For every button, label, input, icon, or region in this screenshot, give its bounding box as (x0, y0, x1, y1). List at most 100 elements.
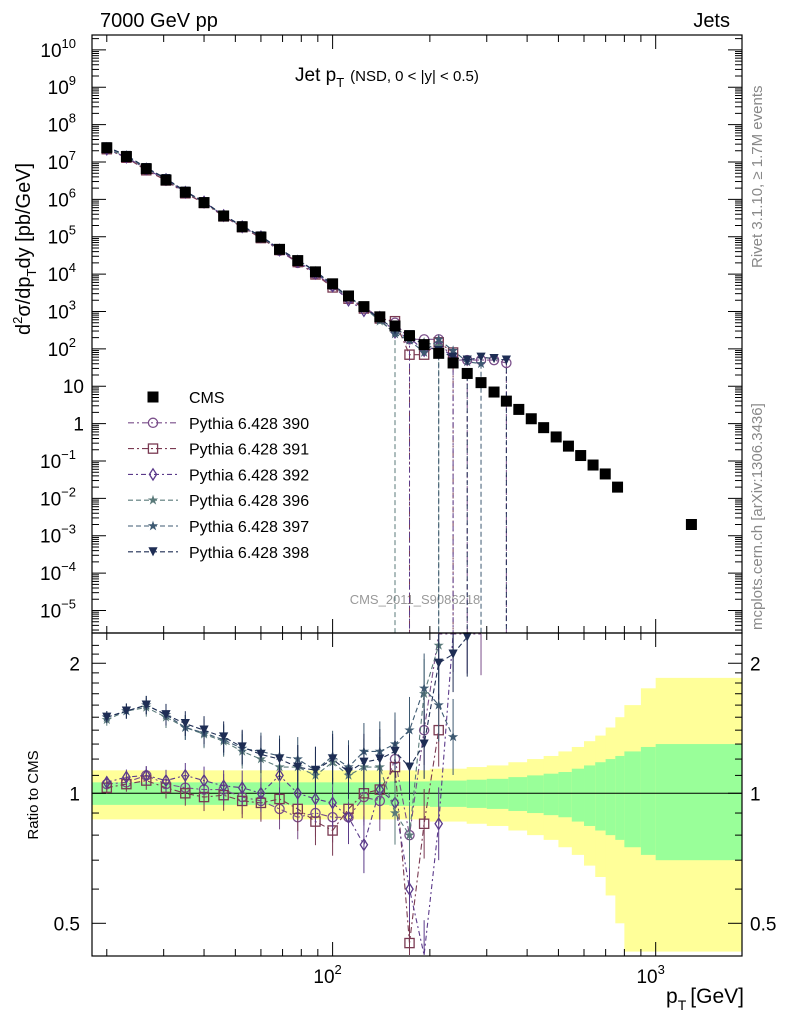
y-tick-label: 10−5 (40, 596, 76, 622)
ratio-point (328, 754, 338, 764)
data-point (475, 377, 487, 389)
legend-item: Pythia 6.428 397 (128, 519, 309, 536)
ratio-point (219, 779, 229, 793)
legend-label: Pythia 6.428 396 (189, 493, 309, 510)
plot-title-main: Jet p (295, 65, 336, 86)
data-point (179, 186, 191, 198)
data-point (292, 255, 304, 267)
rivet-label: Rivet 3.1.10, ≥ 1.7M events (749, 86, 766, 269)
legend-marker (147, 443, 159, 454)
ratio-line (106, 645, 440, 837)
series-point (489, 353, 499, 364)
data-point (327, 278, 339, 290)
legend-item: Pythia 6.428 396 (128, 493, 309, 510)
series-layer (101, 141, 697, 956)
plot-title: Jet pT (NSD, 0 < |y| < 0.5) (295, 65, 479, 90)
ratio-point (256, 786, 266, 801)
data-point (120, 151, 132, 163)
ratio-point (293, 762, 303, 772)
y-tick-label: 1010 (40, 36, 76, 62)
data-point (513, 403, 525, 415)
ratio-point (237, 780, 247, 795)
ratio-point (344, 810, 353, 825)
ratio-point (375, 754, 385, 764)
series-point (433, 333, 444, 344)
data-point (587, 459, 599, 471)
ratio-point (121, 706, 131, 716)
legend-item: CMS (147, 390, 225, 407)
inner-band-segment (655, 744, 743, 861)
series-point (433, 340, 444, 351)
ratio-point (404, 937, 415, 949)
legend-marker (147, 417, 159, 429)
ratio-frame (91, 632, 743, 957)
data-point (685, 518, 697, 530)
data-point (538, 422, 550, 434)
ratio-point (122, 770, 131, 784)
axes-frames: 102 103101010910810710610510410310210110−… (40, 34, 776, 988)
series-point (448, 352, 458, 362)
ratio-point (199, 773, 209, 788)
y-tick-label: 107 (48, 148, 76, 174)
y-tick-label: 10−2 (40, 484, 76, 510)
header-left: 7000 GeV pp (100, 10, 218, 32)
ratio-point (219, 732, 229, 742)
x-tick-label: 103 (636, 962, 664, 988)
inner-band-segment (615, 755, 625, 840)
data-point (599, 468, 611, 480)
legend-item: Pythia 6.428 391 (128, 442, 309, 459)
data-point (488, 386, 500, 398)
y-tick-label: 103 (48, 297, 76, 323)
legend-item: Pythia 6.428 398 (128, 545, 309, 562)
ratio-point (447, 731, 459, 742)
data-point (575, 450, 587, 462)
series-point (462, 355, 472, 365)
data-point (562, 440, 574, 452)
legend-label: Pythia 6.428 397 (189, 519, 309, 536)
series-line (106, 148, 454, 356)
data-point (550, 431, 562, 443)
y-tick-label: 102 (48, 335, 76, 361)
y-tick-label: 10−3 (40, 522, 76, 548)
ratio-point (404, 724, 415, 735)
ratio-tick-label-right: 1 (750, 784, 761, 805)
legend-label: Pythia 6.428 398 (189, 545, 309, 562)
ratio-point (328, 796, 337, 810)
legend-marker (147, 391, 159, 403)
ratio-point (311, 792, 320, 806)
data-point (255, 231, 267, 243)
ratio-point (274, 754, 285, 764)
data-point (343, 290, 355, 302)
legend-marker (147, 494, 159, 505)
ratio-point (434, 816, 444, 831)
series-point (501, 355, 511, 365)
data-point (389, 320, 401, 332)
y-tick-label: 108 (48, 111, 76, 137)
y-tick-label: 105 (48, 223, 76, 249)
inner-band-segment (508, 777, 528, 811)
ratio-point (359, 757, 369, 767)
ratio-point (405, 882, 414, 896)
data-point (198, 197, 210, 209)
ratio-line (106, 633, 481, 836)
series-point (475, 358, 487, 369)
ratio-point (199, 725, 209, 735)
legend-label: Pythia 6.428 391 (189, 442, 309, 459)
legend: CMS Pythia 6.428 390 Pythia 6.428 391 Pythi… (128, 390, 309, 562)
ratio-point (180, 718, 190, 729)
legend-label: Pythia 6.428 392 (189, 467, 309, 484)
series-cms (101, 142, 697, 530)
data-point (140, 163, 152, 175)
data-point (433, 347, 445, 359)
ratio-point (141, 768, 151, 783)
ratio-point (102, 775, 112, 790)
x-tick-label: 102 (313, 962, 341, 988)
series-point (419, 347, 430, 357)
legend-marker (148, 547, 158, 557)
inner-band-segment (558, 772, 573, 818)
header-right: Jets (693, 10, 730, 32)
legend-item: Pythia 6.428 392 (128, 467, 309, 484)
legend-label: Pythia 6.428 390 (189, 416, 309, 433)
y-tick-label: 10−1 (40, 447, 76, 473)
data-point (612, 481, 624, 493)
